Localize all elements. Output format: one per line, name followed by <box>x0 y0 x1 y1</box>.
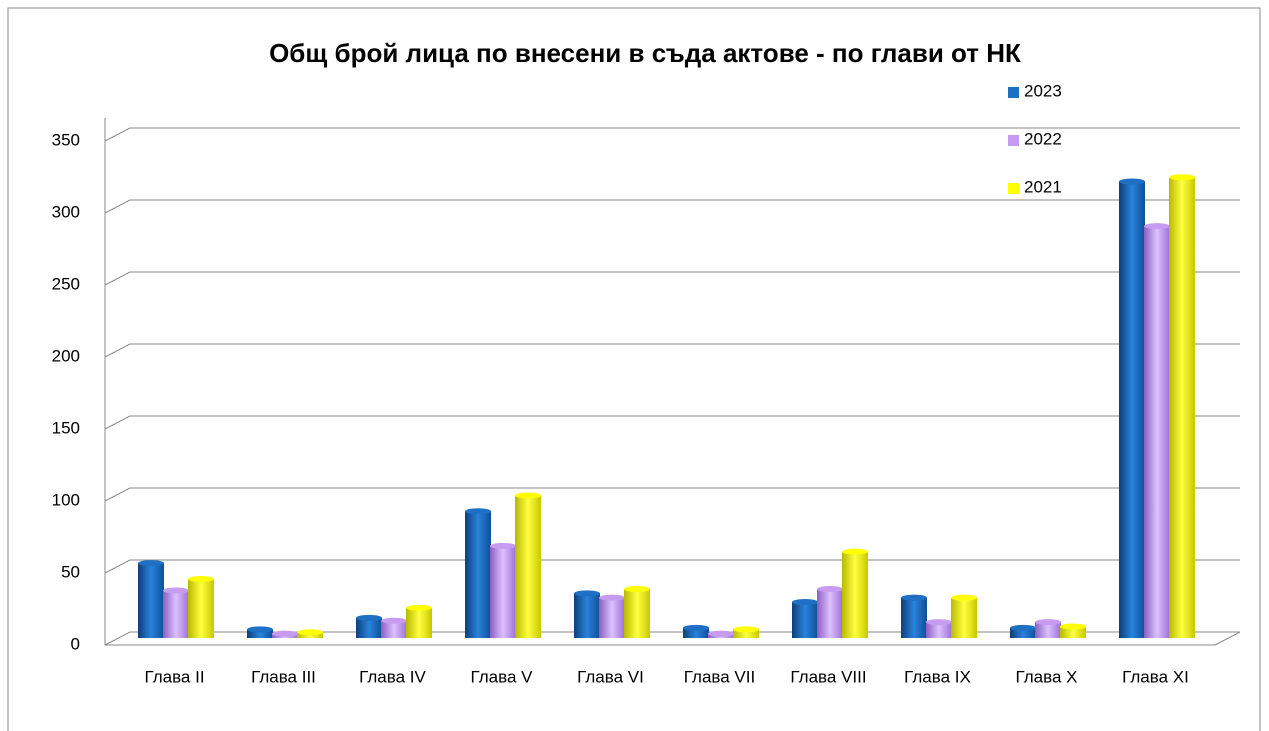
bar-top <box>1060 623 1086 630</box>
bar <box>817 589 843 638</box>
x-tick-label: Глава III <box>251 667 316 686</box>
y-tick-label: 300 <box>52 202 80 221</box>
y-tick-label: 350 <box>52 130 80 149</box>
bar-top <box>683 624 709 631</box>
bar-top <box>1169 174 1195 181</box>
bar <box>1144 226 1170 638</box>
bar <box>792 602 818 638</box>
bar-top <box>624 586 650 593</box>
x-tick-label: Глава IV <box>359 667 426 686</box>
bar-top <box>1119 178 1145 185</box>
bar <box>465 511 491 638</box>
bar <box>406 607 432 638</box>
floor <box>1214 631 1241 646</box>
bar <box>188 578 214 638</box>
bar <box>951 597 977 638</box>
grid-line <box>104 631 131 646</box>
bar-top <box>163 587 189 594</box>
bar <box>381 620 407 638</box>
y-tick-label: 150 <box>52 418 80 437</box>
x-tick-label: Глава V <box>471 667 534 686</box>
bar-top <box>188 575 214 582</box>
x-tick-label: Глава VII <box>684 667 755 686</box>
y-tick-label: 200 <box>52 346 80 365</box>
legend-label: 2022 <box>1024 129 1062 148</box>
legend-swatch <box>1008 87 1019 98</box>
bar-top <box>356 614 382 621</box>
legend-swatch <box>1008 183 1019 194</box>
bar-top <box>272 630 298 637</box>
x-tick-label: Глава X <box>1016 667 1078 686</box>
bar-top <box>817 586 843 593</box>
bar <box>247 629 273 638</box>
bar <box>599 597 625 638</box>
bar-top <box>138 560 164 567</box>
bar <box>1035 622 1061 638</box>
grid-line <box>104 271 131 286</box>
bar <box>926 622 952 638</box>
x-tick-label: Глава IX <box>904 667 971 686</box>
bar <box>163 590 189 638</box>
y-tick-label: 50 <box>61 562 80 581</box>
x-tick-label: Глава VI <box>577 667 644 686</box>
bar <box>901 597 927 638</box>
bar-top <box>901 594 927 601</box>
bar-top <box>842 548 868 555</box>
bar-top <box>297 629 323 636</box>
bar-top <box>574 590 600 597</box>
bar-top <box>381 617 407 624</box>
y-tick-label: 250 <box>52 274 80 293</box>
grid-line <box>104 343 131 358</box>
x-tick-label: Глава XI <box>1122 667 1189 686</box>
bar-top <box>733 626 759 633</box>
bar-top <box>515 492 541 499</box>
bar-top <box>490 542 516 549</box>
y-tick-label: 100 <box>52 490 80 509</box>
grid-line <box>104 199 131 214</box>
grid-line <box>104 415 131 430</box>
bar <box>515 495 541 638</box>
bar-top <box>792 599 818 605</box>
bar-top <box>926 619 952 626</box>
bar <box>733 629 759 638</box>
bar <box>138 563 164 638</box>
bar-top <box>708 630 734 637</box>
grid-line <box>104 127 131 142</box>
y-tick-label: 0 <box>71 634 80 653</box>
bar <box>842 551 868 638</box>
legend-label: 2023 <box>1024 81 1062 100</box>
bar-top <box>1144 223 1170 230</box>
bar <box>1060 626 1086 638</box>
bar <box>1119 181 1145 638</box>
bar-top <box>1010 624 1036 631</box>
bar <box>490 545 516 638</box>
bar <box>624 589 650 638</box>
bar <box>1010 627 1036 638</box>
bar <box>356 617 382 638</box>
bar <box>683 627 709 638</box>
bar-top <box>951 594 977 601</box>
bar-top <box>465 508 491 515</box>
x-tick-label: Глава VIII <box>790 667 866 686</box>
x-tick-label: Глава II <box>144 667 204 686</box>
legend-swatch <box>1008 135 1019 146</box>
chart-title: Общ брой лица по внесени в съда актове -… <box>269 38 1021 68</box>
bar <box>574 593 600 638</box>
bar-top <box>599 594 625 601</box>
chart-border <box>7 7 1261 731</box>
grid-line <box>104 487 131 502</box>
legend-label: 2021 <box>1024 177 1062 196</box>
grid-line <box>104 559 131 574</box>
bar-top <box>406 604 432 611</box>
bar <box>1169 177 1195 638</box>
bar-top <box>1035 619 1061 626</box>
bar-top <box>247 626 273 633</box>
